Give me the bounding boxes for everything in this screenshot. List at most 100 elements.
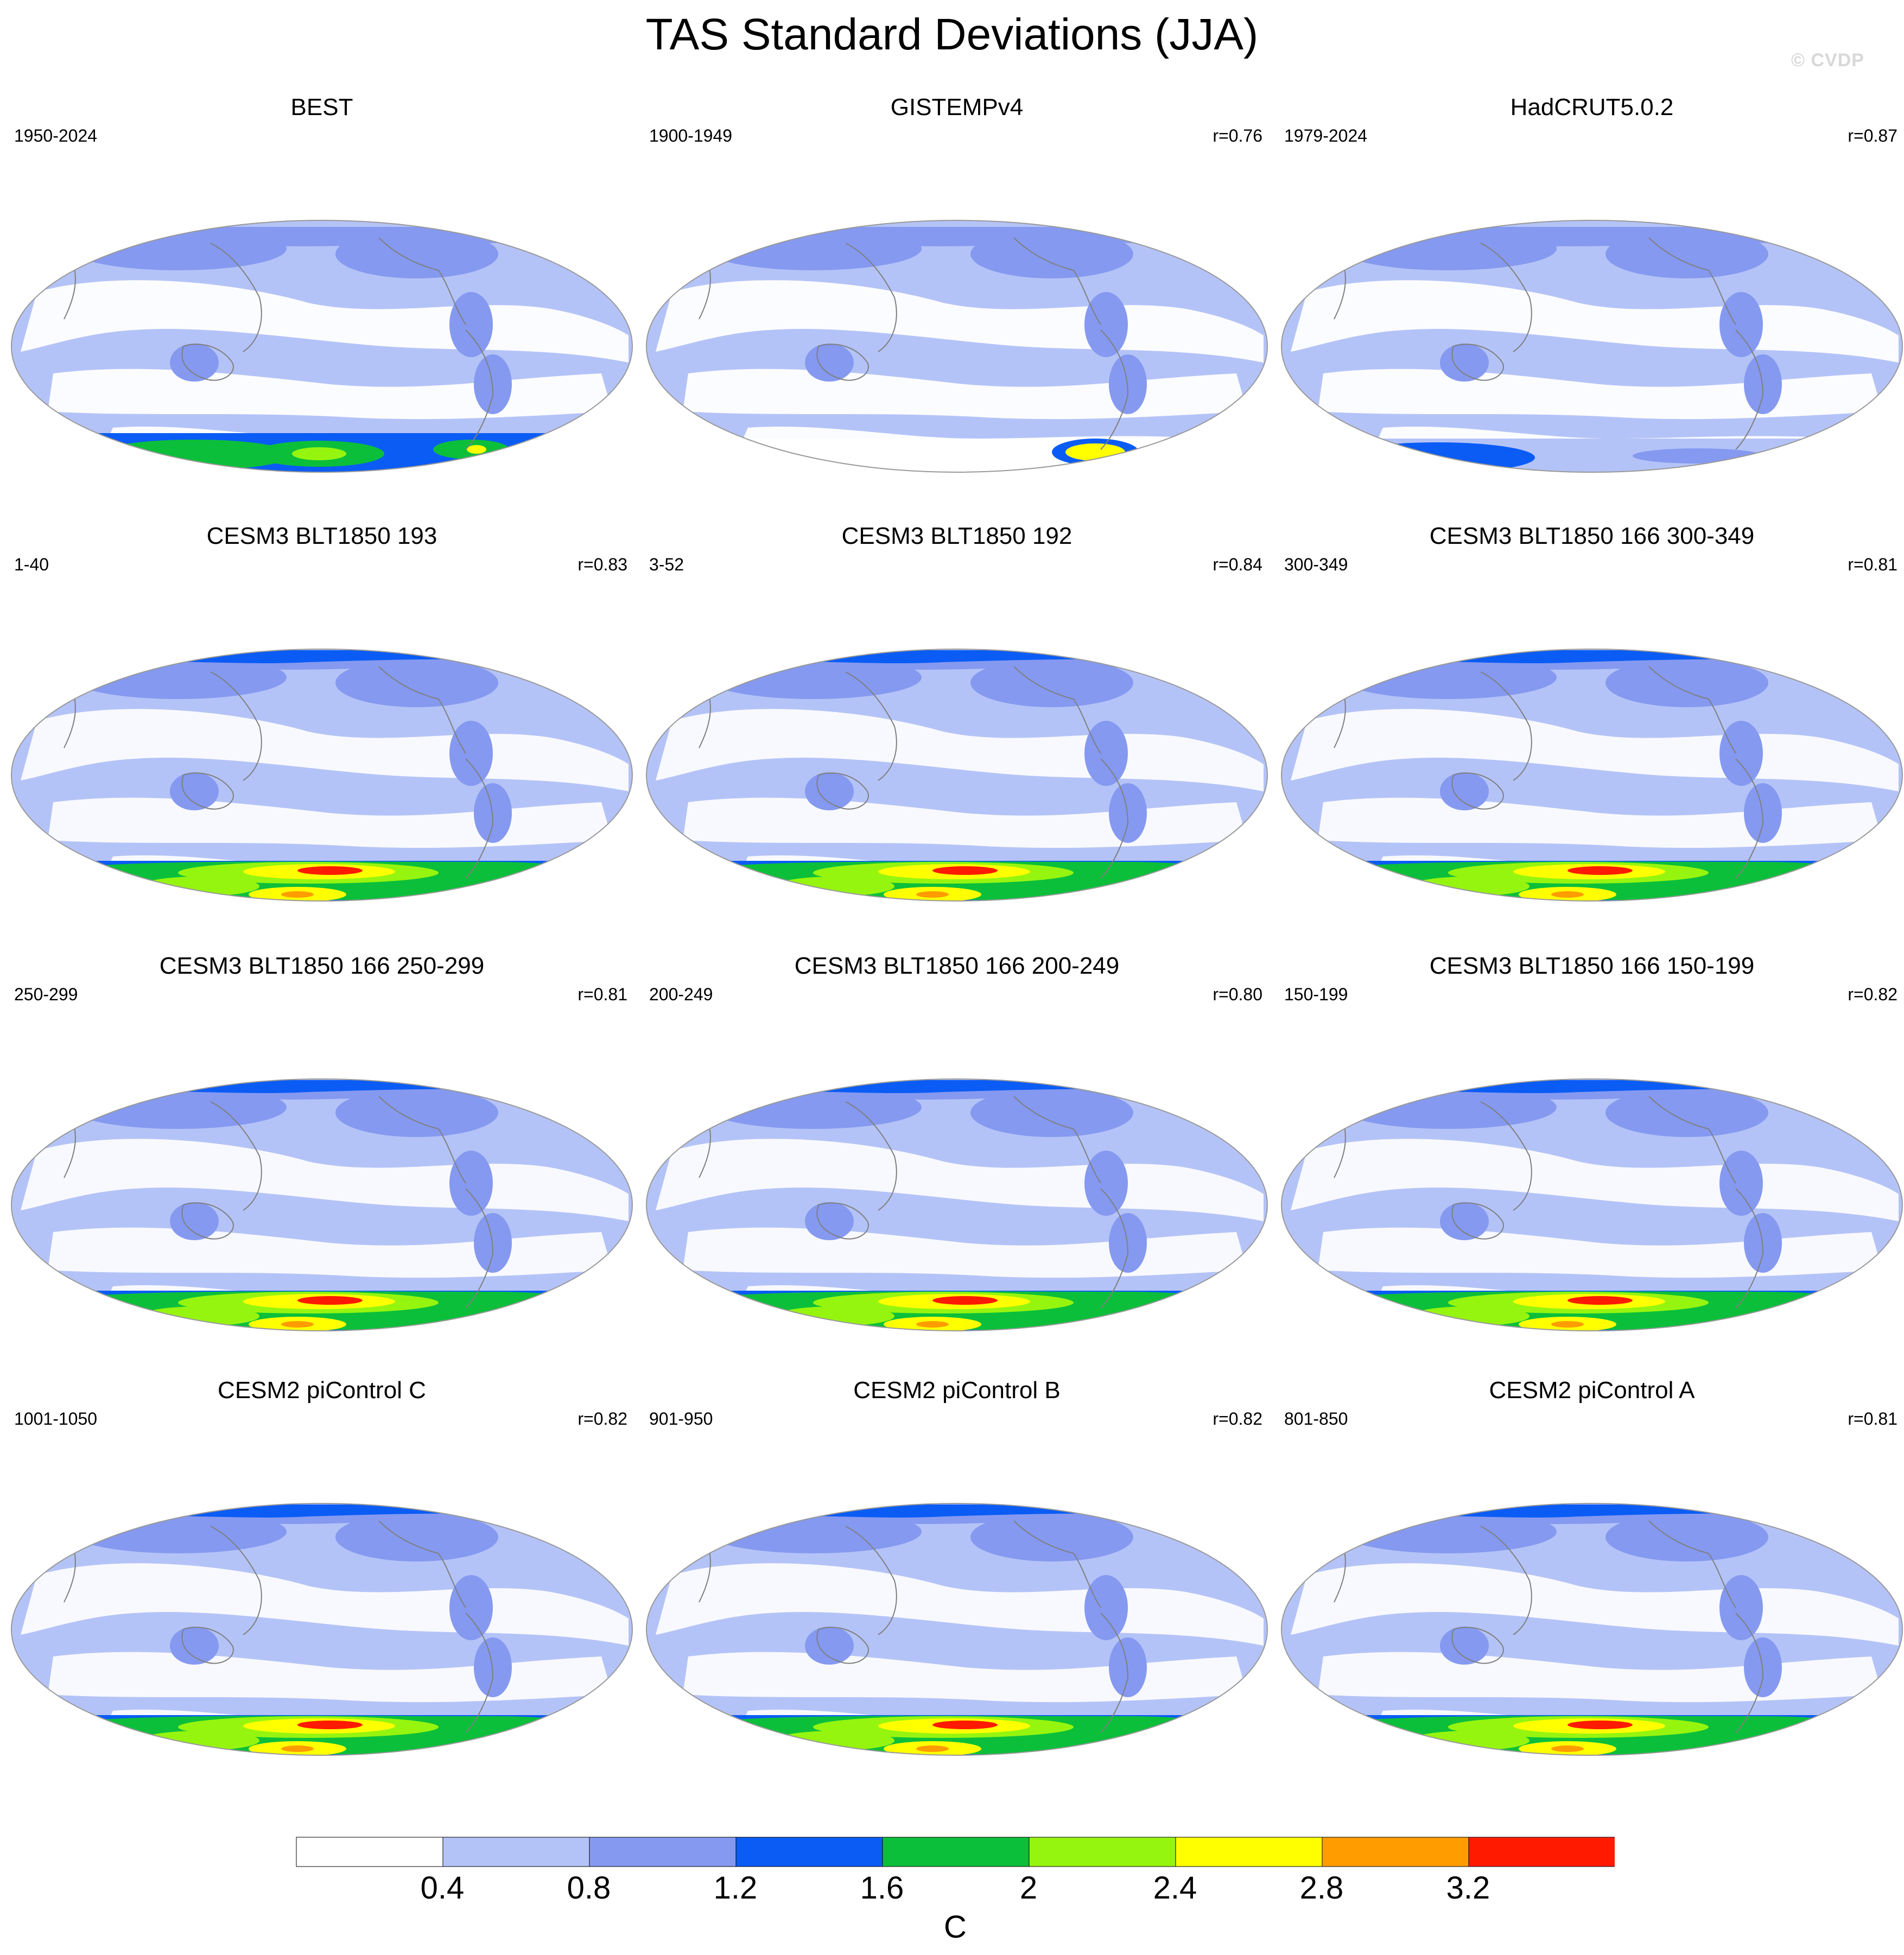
low-variability-region xyxy=(48,369,612,420)
low-variability-region xyxy=(1318,797,1882,848)
map-canvas xyxy=(646,220,1268,473)
panel-period: 250-299 xyxy=(14,985,78,1004)
panel-title: CESM3 BLT1850 166 200-249 xyxy=(794,953,1120,979)
coastline xyxy=(465,329,494,450)
std-dev-field xyxy=(1281,1503,1902,1755)
std-dev-field xyxy=(11,649,632,901)
colorbar-segment xyxy=(1175,1837,1323,1867)
coastline xyxy=(181,772,234,810)
map-border xyxy=(11,1503,633,1756)
std-dev-field xyxy=(646,220,1267,472)
low-variability-region xyxy=(1318,369,1882,420)
panel-pattern-correlation: r=0.82 xyxy=(577,1409,627,1429)
coastline xyxy=(1100,758,1129,879)
map-panel: BEST 1950-2024 xyxy=(4,91,639,520)
panel-pattern-correlation: r=0.81 xyxy=(1848,1409,1897,1429)
std-dev-field xyxy=(1281,1079,1902,1331)
low-variability-region xyxy=(683,1227,1247,1278)
colorbar-tick-label: 3.2 xyxy=(1446,1870,1490,1906)
panel-period: 1900-1949 xyxy=(649,126,733,145)
coastline xyxy=(181,344,234,381)
map-panel: CESM3 BLT1850 166 200-249 200-249 r=0.80 xyxy=(639,950,1274,1379)
coastline xyxy=(465,758,494,879)
coastline xyxy=(210,243,262,352)
low-variability-region xyxy=(683,1652,1247,1703)
colorbar-tick-label: 0.8 xyxy=(567,1870,611,1906)
panel-title: CESM3 BLT1850 166 300-349 xyxy=(1429,523,1755,549)
panel-title: CESM3 BLT1850 166 250-299 xyxy=(159,953,485,979)
map-panel: CESM3 BLT1850 166 250-299 250-299 r=0.81 xyxy=(4,950,639,1379)
colorbar-tick-label: 2.8 xyxy=(1299,1870,1344,1906)
colorbar-swatches xyxy=(296,1837,1615,1867)
figure-title: TAS Standard Deviations (JJA) xyxy=(645,10,1259,59)
coastline xyxy=(378,237,466,325)
coastline xyxy=(1013,237,1101,325)
coastline xyxy=(1480,1526,1532,1635)
coastline xyxy=(1648,1096,1736,1184)
coastline xyxy=(845,1526,897,1635)
panel-title: GISTEMPv4 xyxy=(890,94,1024,120)
coastline xyxy=(1451,344,1504,381)
std-dev-field xyxy=(11,220,632,472)
std-dev-field xyxy=(11,1079,632,1331)
map-panel: CESM3 BLT1850 192 3-52 r=0.84 xyxy=(639,520,1274,949)
colorbar-tick-label: 1.2 xyxy=(713,1870,758,1906)
panel-period: 801-850 xyxy=(1284,1409,1348,1429)
panel-pattern-correlation: r=0.81 xyxy=(1848,555,1897,574)
coastline xyxy=(845,671,897,781)
colorbar-tick-label: 0.4 xyxy=(420,1870,465,1906)
coastline xyxy=(210,1101,262,1211)
colorbar-segment xyxy=(1468,1837,1615,1867)
coastline xyxy=(1480,1101,1532,1211)
coastline xyxy=(1451,1202,1504,1240)
panel-period: 200-249 xyxy=(649,985,713,1004)
panel-period: 1979-2024 xyxy=(1284,126,1368,145)
map-panel: CESM2 piControl B 901-950 r=0.82 xyxy=(639,1374,1274,1803)
panel-pattern-correlation: r=0.82 xyxy=(1848,985,1897,1004)
coastline xyxy=(1735,1613,1764,1733)
colorbar-segment xyxy=(1029,1837,1176,1867)
coastline xyxy=(181,1202,234,1240)
colorbar-segment xyxy=(296,1837,443,1867)
map-panel: CESM3 BLT1850 193 1-40 r=0.83 xyxy=(4,520,639,949)
low-variability-region xyxy=(1318,1227,1882,1278)
coastline xyxy=(816,344,869,381)
panel-period: 150-199 xyxy=(1284,985,1348,1004)
coastline xyxy=(181,1627,234,1664)
coastline xyxy=(465,1613,494,1733)
coastline xyxy=(845,243,897,352)
coastline xyxy=(1735,329,1764,450)
panel-title: CESM3 BLT1850 166 150-199 xyxy=(1429,953,1755,979)
panel-period: 3-52 xyxy=(649,555,684,574)
map-panel: CESM2 piControl C 1001-1050 r=0.82 xyxy=(4,1374,639,1803)
map-canvas xyxy=(1281,220,1903,473)
std-dev-field xyxy=(646,649,1267,901)
map-canvas xyxy=(11,220,633,473)
coastline xyxy=(1100,329,1129,450)
low-variability-region xyxy=(48,797,612,848)
panel-period: 901-950 xyxy=(649,1409,713,1429)
cvdp-watermark: © CVDP xyxy=(1791,50,1864,71)
panel-pattern-correlation: r=0.83 xyxy=(577,555,627,574)
std-dev-field xyxy=(11,1503,632,1755)
low-variability-region xyxy=(48,1227,612,1278)
coastline xyxy=(378,666,466,754)
coastline xyxy=(1451,772,1504,810)
coastline xyxy=(1451,1627,1504,1664)
panel-pattern-correlation: r=0.82 xyxy=(1213,1409,1262,1429)
std-dev-field xyxy=(646,1503,1267,1755)
map-canvas xyxy=(1281,649,1903,902)
coastline xyxy=(816,1627,869,1664)
coastline xyxy=(845,1101,897,1211)
low-variability-region xyxy=(1318,1652,1882,1703)
low-variability-region xyxy=(48,1652,612,1703)
coastline xyxy=(1480,243,1532,352)
map-canvas xyxy=(11,649,633,902)
colorbar-tick-label: 2 xyxy=(1019,1870,1038,1906)
map-canvas xyxy=(11,1078,633,1331)
colorbar-unit-label: C xyxy=(944,1909,967,1945)
coastline xyxy=(1480,671,1532,781)
map-border xyxy=(11,220,633,473)
map-border xyxy=(1281,1078,1903,1331)
colorbar-segment xyxy=(442,1837,590,1867)
